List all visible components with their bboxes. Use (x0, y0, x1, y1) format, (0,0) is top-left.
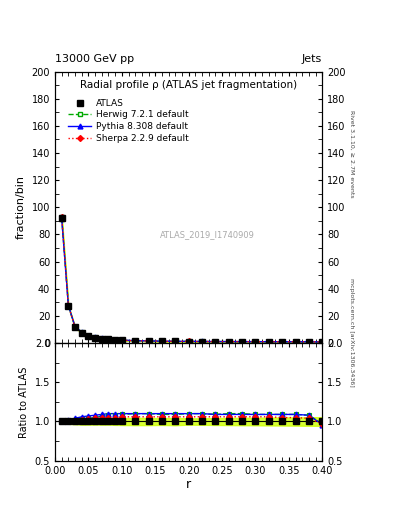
Legend: ATLAS, Herwig 7.2.1 default, Pythia 8.308 default, Sherpa 2.2.9 default: ATLAS, Herwig 7.2.1 default, Pythia 8.30… (65, 95, 192, 146)
Text: ATLAS_2019_I1740909: ATLAS_2019_I1740909 (160, 230, 255, 239)
Text: Rivet 3.1.10, ≥ 2.7M events: Rivet 3.1.10, ≥ 2.7M events (349, 110, 354, 198)
Text: Jets: Jets (302, 54, 322, 64)
Y-axis label: Ratio to ATLAS: Ratio to ATLAS (19, 366, 29, 438)
Text: mcplots.cern.ch [arXiv:1306.3436]: mcplots.cern.ch [arXiv:1306.3436] (349, 279, 354, 387)
X-axis label: r: r (186, 478, 191, 492)
Y-axis label: fraction/bin: fraction/bin (16, 175, 26, 239)
Text: Radial profile ρ (ATLAS jet fragmentation): Radial profile ρ (ATLAS jet fragmentatio… (80, 80, 297, 90)
Text: 13000 GeV pp: 13000 GeV pp (55, 54, 134, 64)
